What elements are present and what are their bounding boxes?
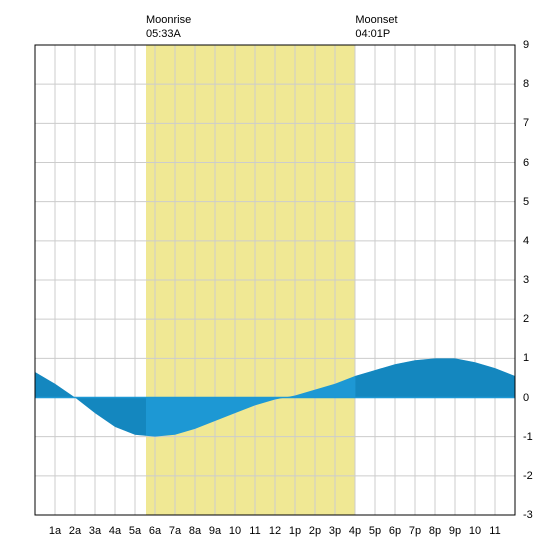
tide-chart: Moonrise 05:33A Moonset 04:01P 1a 2a 3a 4a 5… (0, 0, 550, 550)
y-tick-label: 2 (523, 313, 529, 325)
x-tick-label: 6a (149, 525, 161, 537)
x-tick-label: 3p (329, 525, 341, 537)
y-tick-label: 7 (523, 117, 529, 129)
x-tick-label: 6p (389, 525, 401, 537)
x-tick-label: 10 (229, 525, 241, 537)
moonrise-annotation: Moonrise 05:33A (146, 13, 191, 41)
x-tick-label: 8p (429, 525, 441, 537)
y-tick-label: 8 (523, 78, 529, 90)
y-tick-label: -2 (523, 470, 533, 482)
x-tick-label: 2p (309, 525, 321, 537)
moonset-annotation: Moonset 04:01P (355, 13, 397, 41)
y-tick-label: 1 (523, 352, 529, 364)
x-tick-label: 1p (289, 525, 301, 537)
x-tick-label: 11 (489, 525, 500, 537)
y-tick-label: 0 (523, 392, 529, 404)
x-tick-label: 10 (469, 525, 481, 537)
y-tick-label: 5 (523, 196, 529, 208)
moonset-label: Moonset (355, 13, 397, 27)
moonset-time: 04:01P (355, 27, 397, 41)
y-tick-label: -1 (523, 431, 533, 443)
x-tick-label: 11 (249, 525, 260, 537)
x-tick-label: 5a (129, 525, 141, 537)
x-tick-label: 12 (269, 525, 281, 537)
y-tick-label: -3 (523, 509, 533, 521)
y-tick-label: 4 (523, 235, 529, 247)
x-tick-label: 9p (449, 525, 461, 537)
x-tick-label: 1a (49, 525, 61, 537)
x-tick-label: 4p (349, 525, 361, 537)
x-tick-label: 9a (209, 525, 221, 537)
x-tick-label: 4a (109, 525, 121, 537)
y-tick-label: 6 (523, 157, 529, 169)
x-tick-label: 3a (89, 525, 101, 537)
x-tick-label: 5p (369, 525, 381, 537)
x-tick-label: 7p (409, 525, 421, 537)
chart-svg (0, 0, 550, 550)
y-tick-label: 3 (523, 274, 529, 286)
x-tick-label: 7a (169, 525, 181, 537)
x-tick-label: 8a (189, 525, 201, 537)
moonrise-time: 05:33A (146, 27, 191, 41)
moonrise-label: Moonrise (146, 13, 191, 27)
x-tick-label: 2a (69, 525, 81, 537)
y-tick-label: 9 (523, 39, 529, 51)
